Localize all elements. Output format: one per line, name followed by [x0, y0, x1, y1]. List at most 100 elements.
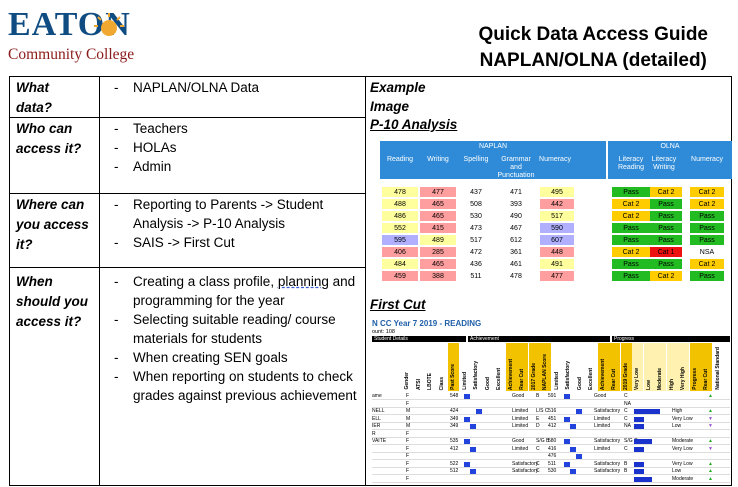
p10-cell: Cat 2	[650, 271, 682, 282]
p10-cell: 415	[420, 223, 456, 234]
progress-value: Very Low	[672, 460, 693, 467]
gender-value: F	[406, 468, 410, 474]
p10-cell: Cat 2	[612, 199, 650, 210]
row-divider	[10, 193, 365, 194]
gender-value: F	[406, 445, 410, 452]
answer-item: SAIS -> First Cut	[108, 233, 358, 252]
achievement-value: Limited	[512, 423, 529, 429]
column-header-text: LBOTE	[427, 373, 433, 390]
grade-value: S/G C	[624, 438, 638, 444]
p10-cell: 612	[496, 235, 536, 246]
p10-cell: 495	[540, 187, 574, 198]
column-header-text: ATSI	[415, 378, 422, 390]
naplan-score-value: 451	[548, 415, 557, 422]
question-what-data: What data?	[16, 78, 52, 118]
achievement-bar	[464, 394, 470, 399]
achievement-value: Satisfactory	[594, 468, 621, 474]
achievement-value: Limited	[594, 423, 611, 429]
p10-cell: 461	[496, 259, 536, 270]
question-text: it?	[16, 237, 33, 252]
achievement-value: Limited	[512, 408, 529, 414]
p10-cell: Pass	[650, 211, 682, 222]
achievement-bar	[564, 416, 570, 422]
progress-bar	[634, 416, 644, 422]
p10-cell: Cat 2	[690, 187, 724, 198]
column-divider	[99, 77, 100, 485]
grade-value: C	[536, 468, 540, 474]
student-name-fragment: ame	[372, 393, 382, 399]
p10-cell: Pass	[612, 223, 650, 234]
table-row: F 522 Satisfactory C 511 Satisfactory B Very Lo…	[372, 461, 730, 468]
question-text: data?	[16, 100, 53, 115]
p10-cell: 442	[540, 199, 574, 210]
naplan-group-label: NAPLAN	[478, 143, 507, 150]
p10-cell: 517	[540, 211, 574, 222]
gender-value: M	[406, 408, 411, 414]
table-row: VAITE F 535 Good S/G B 580 Satisfactory S/G C Mo…	[372, 438, 730, 445]
table-row: F NA	[372, 401, 730, 408]
first-cut-column-header: Rear Cut	[517, 343, 528, 391]
p10-cell: Pass	[612, 271, 650, 282]
naplan-score-value: 591	[548, 393, 557, 399]
column-header-text: Moderate	[657, 367, 663, 390]
column-header-text: Class	[438, 376, 445, 390]
p10-cell: 448	[540, 247, 574, 258]
p10-cell: 467	[496, 223, 536, 234]
column-header-text: 2019 Grade	[622, 363, 629, 390]
p10-cell: Pass	[612, 235, 650, 246]
up-triangle-icon: ▲	[708, 475, 713, 482]
p10-cell: 489	[420, 235, 456, 246]
grade-value: C	[624, 445, 628, 452]
first-cut-column-header: 2019 Grade	[620, 343, 632, 391]
naplan-score-value: 580	[548, 438, 557, 444]
column-header-text: Very High	[680, 366, 686, 390]
progress-value: Low	[672, 423, 682, 429]
first-cut-column-header: Very High	[678, 343, 689, 391]
p10-cell: 465	[420, 211, 456, 222]
first-cut-section-header: Progress	[612, 336, 730, 342]
achievement-bar	[476, 409, 482, 414]
grade-value: NA	[624, 400, 631, 407]
table-row: NELL M 424 Limited L/S C 516 Satisfactory C High…	[372, 408, 730, 415]
p10-cell: Pass	[690, 235, 724, 246]
achievement-value: Satisfactory	[594, 408, 621, 414]
first-cut-column-header: National Standard	[712, 343, 724, 391]
college-logo: EATON Community College	[8, 6, 158, 70]
p10-cell: 361	[496, 247, 536, 258]
gender-value: M	[406, 415, 411, 422]
first-cut-column-header: Limited	[551, 343, 563, 391]
column-header-text: Past Score	[450, 364, 456, 390]
question-text: should you	[16, 294, 88, 309]
answer-list-who: Teachers HOLAs Admin	[108, 119, 358, 176]
first-cut-column-header: Excellent	[586, 343, 597, 391]
progress-bar	[634, 409, 660, 414]
achievement-value: Good	[512, 438, 525, 444]
gender-value: F	[406, 400, 410, 407]
p10-cell: 491	[540, 259, 574, 270]
p10-cell: 490	[496, 211, 536, 222]
column-header-text: Very Low	[634, 368, 640, 390]
achievement-value: Satisfactory	[512, 460, 539, 467]
first-cut-section-header: Student Details	[372, 336, 466, 342]
p10-cell: 471	[496, 187, 536, 198]
gender-value: F	[406, 453, 410, 459]
progress-value: High	[672, 408, 683, 414]
first-cut-column-header: Achievement	[505, 343, 517, 391]
progress-value: Moderate	[672, 438, 694, 444]
column-header-text: Gender	[404, 372, 410, 390]
page-title: Quick Data Access Guide NAPLAN/OLNA (det…	[478, 22, 708, 74]
p10-cell: 590	[540, 223, 574, 234]
first-cut-report-title: N CC Year 7 2019 - READING	[372, 319, 482, 328]
first-cut-column-header: Rear Cut	[609, 343, 620, 391]
grade-value: C	[624, 393, 628, 399]
p10-cell: 595	[382, 235, 418, 246]
first-cut-column-header: Satisfactory	[471, 343, 482, 391]
achievement-bar	[570, 424, 576, 429]
question-text: access it?	[16, 141, 82, 156]
first-cut-column-header: Moderate	[655, 343, 666, 391]
p10-cell: Pass	[690, 223, 724, 234]
achievement-value: Limited	[594, 445, 611, 452]
p10-cell: Cat 2	[612, 247, 650, 258]
achievement-bar	[464, 461, 470, 467]
